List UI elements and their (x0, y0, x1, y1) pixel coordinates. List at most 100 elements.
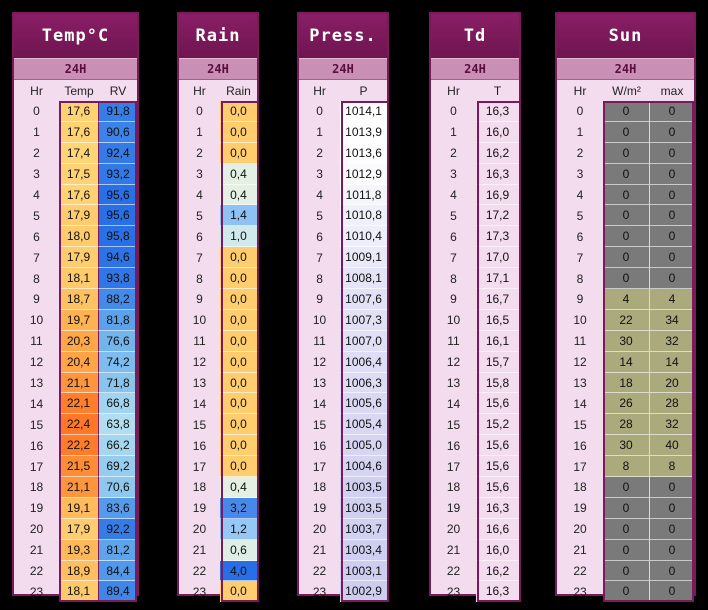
hour-cell: 11 (447, 334, 460, 349)
p-header: P (359, 83, 368, 98)
temp-header: Temp (64, 83, 94, 98)
solar-max-cell: 0 (650, 539, 694, 561)
solar-cell: 8 (603, 456, 650, 478)
hour-cell: 1 (196, 125, 203, 140)
dewpoint-cell: 16,2 (475, 142, 519, 164)
temp-cell: 21,1 (59, 477, 99, 498)
hour-cell: 0 (33, 104, 40, 119)
rain-cell: 0,0 (219, 330, 257, 352)
table-row: 8 17,1 (431, 268, 519, 290)
rain-cell: 0,4 (219, 163, 257, 185)
table-row: 1 16,0 (431, 121, 519, 143)
hour-cell: 12 (446, 355, 461, 370)
rows-sun: 0 0 0 1 0 0 2 0 0 3 0 0 4 0 0 5 0 0 6 0 0 7 0 0 8 0 0 9 4 4 10 22 34 11 30… (557, 101, 694, 603)
table-row: 14 26 28 (557, 393, 694, 415)
table-row: 10 16,5 (431, 309, 519, 331)
rain-cell: 0,0 (219, 121, 257, 143)
temp-cell: 19,7 (59, 309, 99, 331)
table-row: 18 1003,5 (299, 477, 387, 498)
dewpoint-cell: 16,3 (475, 497, 519, 519)
hr-header: Hr (447, 83, 460, 98)
hour-cell: 21 (446, 543, 461, 558)
hour-cell: 19 (312, 501, 327, 516)
pressure-cell: 1007,6 (340, 289, 387, 310)
rows-press: 0 1014,1 1 1013,9 2 1013,6 3 1012,9 4 1011,8 5 1010… (299, 101, 389, 603)
dewpoint-cell: 16,0 (475, 539, 519, 561)
hour-cell: 6 (316, 229, 323, 244)
hour-cell: 0 (450, 104, 457, 119)
temp-cell: 19,1 (59, 497, 99, 519)
hour-cell: 12 (29, 355, 44, 370)
hour-cell: 0 (576, 104, 584, 119)
table-row: 6 17,3 (431, 226, 519, 248)
hour-cell: 10 (312, 313, 327, 328)
temp-cell: 17,9 (59, 518, 99, 540)
hour-cell: 4 (196, 188, 203, 202)
table-row: 3 0,4 (179, 163, 257, 185)
solar-cell: 0 (603, 142, 650, 164)
table-row: 7 17,0 (431, 247, 519, 269)
table-row: 0 1014,1 (299, 101, 387, 122)
table-row: 13 15,8 (431, 372, 519, 394)
solar-cell: 0 (603, 477, 650, 498)
solar-cell: 0 (603, 539, 650, 561)
hour-cell: 14 (446, 396, 461, 411)
hour-cell: 11 (193, 334, 206, 349)
table-row: 5 17,9 95,6 (14, 205, 137, 227)
pressure-cell: 1006,4 (340, 351, 387, 373)
pressure-cell: 1003,7 (340, 518, 387, 540)
solar-cell: 0 (603, 121, 650, 143)
temp-cell: 22,4 (59, 414, 99, 436)
hour-cell: 6 (33, 229, 40, 244)
hour-cell: 20 (192, 522, 207, 537)
table-row: 8 0,0 (179, 268, 257, 290)
solar-max-cell: 0 (650, 268, 694, 290)
hour-cell: 14 (573, 396, 587, 411)
rv-cell: 74,2 (99, 351, 137, 373)
rv-cell: 66,2 (99, 435, 137, 457)
hour-cell: 19 (192, 501, 207, 516)
hour-cell: 16 (573, 438, 587, 453)
solar-cell: 0 (603, 247, 650, 269)
hour-cell: 23 (446, 584, 461, 599)
temp-cell: 18,0 (59, 226, 99, 248)
panel-press: Press. 24H Hr P 0 1014,1 1 1013,9 2 1013,6 3 10… (297, 12, 389, 603)
table-row: 20 1,2 (179, 518, 257, 540)
header-row-press: Hr P (299, 80, 387, 101)
rain-cell: 0,4 (219, 477, 257, 498)
temp-cell: 17,9 (59, 247, 99, 269)
dewpoint-cell: 15,6 (475, 456, 519, 478)
hour-cell: 7 (196, 250, 203, 265)
panel-title-td: Td (431, 14, 519, 58)
hour-cell: 13 (29, 376, 44, 391)
rain-cell: 0,0 (219, 101, 257, 122)
pressure-cell: 1013,6 (340, 142, 387, 164)
rain-cell: 0,0 (219, 309, 257, 331)
solar-max-cell: 4 (650, 289, 694, 310)
pressure-cell: 1010,8 (340, 205, 387, 227)
hour-cell: 6 (196, 229, 203, 244)
dewpoint-cell: 16,3 (475, 581, 519, 603)
solar-max-cell: 0 (650, 101, 694, 122)
temp-cell: 20,4 (59, 351, 99, 373)
hr-header: Hr (30, 83, 43, 98)
header-row-sun: Hr W/m² max (557, 80, 694, 101)
hour-cell: 7 (316, 250, 323, 265)
solar-max-cell: 0 (650, 226, 694, 248)
hour-cell: 2 (450, 146, 457, 161)
solar-max-cell: 20 (650, 372, 694, 394)
table-row: 5 1010,8 (299, 205, 387, 227)
hour-cell: 18 (446, 480, 461, 495)
table-row: 11 16,1 (431, 330, 519, 352)
rows-td: 0 16,3 1 16,0 2 16,2 3 16,3 4 16,9 5 17,2 6 17,3 7 17,0… (431, 101, 521, 603)
hour-cell: 9 (576, 292, 584, 307)
hour-cell: 17 (29, 459, 44, 474)
rain-cell: 4,0 (219, 560, 257, 582)
dewpoint-cell: 16,5 (475, 309, 519, 331)
solar-cell: 4 (603, 289, 650, 310)
hour-cell: 10 (192, 313, 207, 328)
table-row: 15 0,0 (179, 414, 257, 436)
table-row: 1 0,0 (179, 121, 257, 143)
